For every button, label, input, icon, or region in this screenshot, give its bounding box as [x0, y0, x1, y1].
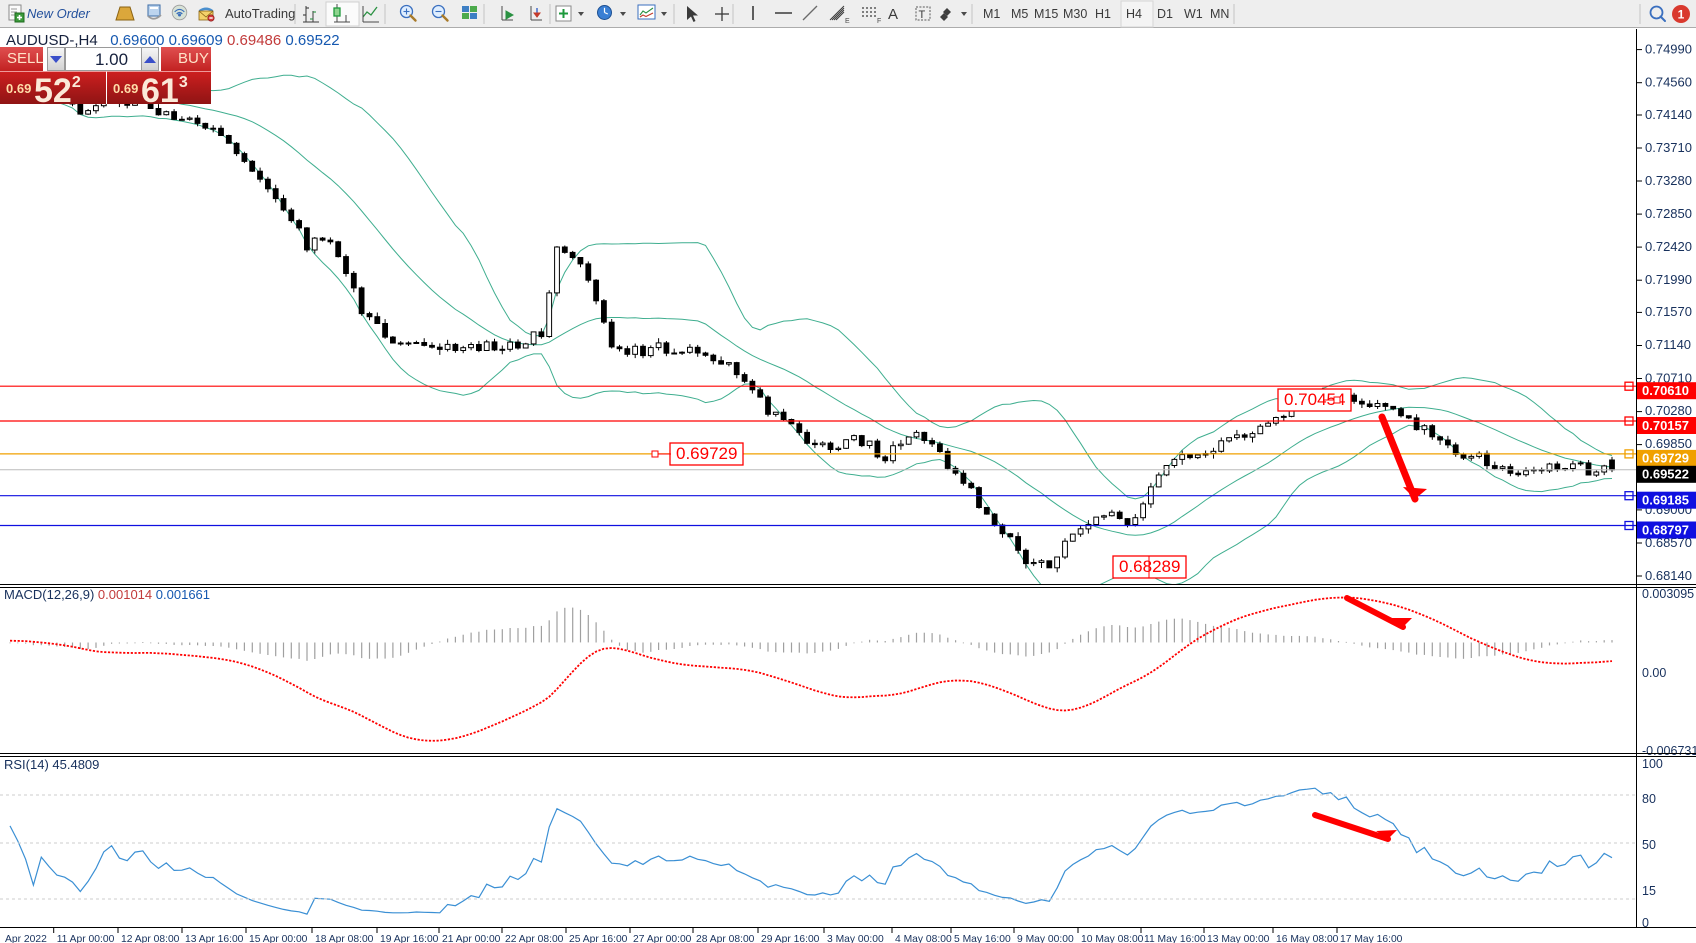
svg-text:New Order: New Order	[27, 6, 91, 21]
svg-text:28 Apr 08:00: 28 Apr 08:00	[696, 934, 755, 943]
svg-text:12 Apr 08:00: 12 Apr 08:00	[121, 934, 180, 943]
svg-text:A: A	[888, 6, 898, 23]
svg-text:0.74560: 0.74560	[1645, 75, 1692, 90]
svg-text:0.003095: 0.003095	[1642, 587, 1694, 601]
svg-text:H4: H4	[1126, 7, 1142, 21]
svg-text:16 May 08:00: 16 May 08:00	[1276, 934, 1339, 943]
svg-text:17 May 16:00: 17 May 16:00	[1340, 934, 1403, 943]
svg-text:19 Apr 16:00: 19 Apr 16:00	[380, 934, 439, 943]
svg-text:50: 50	[1642, 838, 1656, 852]
svg-text:29 Apr 16:00: 29 Apr 16:00	[761, 934, 820, 943]
svg-text:27 Apr 00:00: 27 Apr 00:00	[633, 934, 692, 943]
svg-text:22 Apr 08:00: 22 Apr 08:00	[505, 934, 564, 943]
svg-text:0.68289: 0.68289	[1119, 557, 1180, 576]
svg-text:0.71990: 0.71990	[1645, 272, 1692, 287]
svg-text:0.69850: 0.69850	[1645, 436, 1692, 451]
svg-text:0.69729: 0.69729	[1642, 451, 1689, 466]
svg-text:11 May 16:00: 11 May 16:00	[1144, 934, 1206, 943]
svg-text:0.00: 0.00	[1642, 666, 1666, 680]
svg-text:1: 1	[1678, 8, 1685, 22]
svg-text:11 Apr 00:00: 11 Apr 00:00	[57, 934, 115, 943]
svg-text:M30: M30	[1063, 7, 1087, 21]
svg-text:0.70280: 0.70280	[1645, 403, 1692, 418]
svg-text:0.73280: 0.73280	[1645, 173, 1692, 188]
svg-text:3 May 00:00: 3 May 00:00	[827, 934, 884, 943]
svg-text:M15: M15	[1034, 7, 1058, 21]
svg-text:18 Apr 08:00: 18 Apr 08:00	[315, 934, 374, 943]
svg-text:M1: M1	[983, 7, 1000, 21]
svg-text:15: 15	[1642, 884, 1656, 898]
svg-text:0.68140: 0.68140	[1645, 568, 1692, 583]
svg-text:0.74990: 0.74990	[1645, 42, 1692, 57]
svg-text:15 Apr 00:00: 15 Apr 00:00	[249, 934, 308, 943]
svg-text:0.71140: 0.71140	[1645, 337, 1691, 352]
svg-text:E: E	[845, 18, 850, 25]
svg-text:5 May 16:00: 5 May 16:00	[954, 934, 1011, 943]
svg-text:0.69522: 0.69522	[1642, 467, 1689, 482]
svg-text:13 Apr 16:00: 13 Apr 16:00	[185, 934, 244, 943]
svg-text:0.73710: 0.73710	[1645, 140, 1692, 155]
svg-text:F: F	[877, 18, 881, 25]
svg-text:0.70157: 0.70157	[1642, 418, 1689, 433]
svg-text:0.72850: 0.72850	[1645, 206, 1692, 221]
svg-text:M5: M5	[1011, 7, 1028, 21]
svg-text:0.68797: 0.68797	[1642, 522, 1689, 537]
svg-text:H1: H1	[1095, 7, 1111, 21]
svg-text:W1: W1	[1184, 7, 1203, 21]
svg-text:0.69185: 0.69185	[1642, 493, 1689, 508]
svg-text:Apr 2022: Apr 2022	[5, 934, 47, 943]
svg-text:9 May 00:00: 9 May 00:00	[1017, 934, 1074, 943]
svg-text:0.71570: 0.71570	[1645, 304, 1692, 319]
svg-text:10 May 08:00: 10 May 08:00	[1081, 934, 1144, 943]
svg-text:21 Apr 00:00: 21 Apr 00:00	[442, 934, 501, 943]
svg-text:100: 100	[1642, 757, 1663, 771]
svg-text:MN: MN	[1210, 7, 1229, 21]
svg-text:D1: D1	[1157, 7, 1173, 21]
svg-text:25 Apr 16:00: 25 Apr 16:00	[569, 934, 628, 943]
svg-text:80: 80	[1642, 792, 1656, 806]
svg-text:13 May 00:00: 13 May 00:00	[1207, 934, 1270, 943]
svg-text:T: T	[919, 9, 926, 21]
svg-text:0.69729: 0.69729	[676, 444, 737, 463]
svg-text:4 May 08:00: 4 May 08:00	[895, 934, 952, 943]
svg-text:0.72420: 0.72420	[1645, 239, 1692, 254]
svg-text:0.70610: 0.70610	[1642, 383, 1689, 398]
svg-text:0.74140: 0.74140	[1645, 107, 1692, 122]
svg-text:AutoTrading: AutoTrading	[225, 6, 295, 21]
